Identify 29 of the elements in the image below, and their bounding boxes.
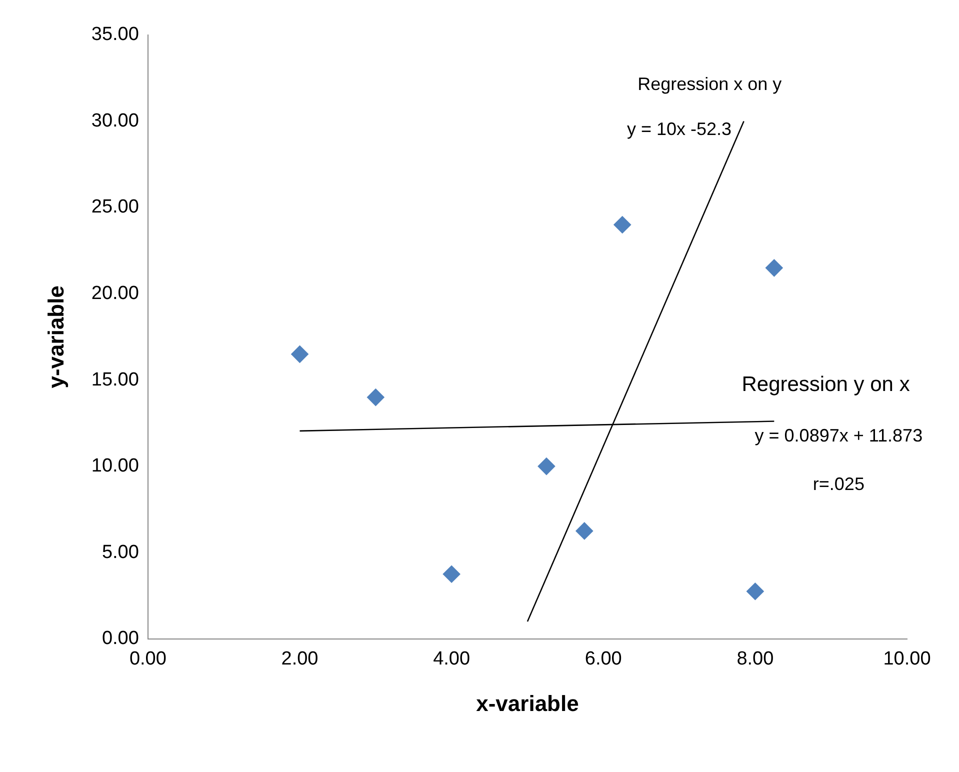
annotation: Regression y on x: [742, 373, 910, 396]
annotation: r=.025: [812, 474, 864, 494]
y-tick-label: 10.00: [91, 456, 139, 477]
point: [766, 259, 783, 277]
y-tick-label: 35.00: [91, 24, 139, 46]
y-axis-title: y-variable: [43, 286, 68, 388]
y-tick-label: 20.00: [91, 283, 139, 304]
point: [746, 582, 764, 600]
y-tick-label: 0.00: [102, 628, 139, 650]
x-tick-label: 10.00: [883, 648, 931, 670]
annotation: y = 0.0897x + 11.873: [754, 425, 923, 446]
point: [442, 565, 460, 583]
annotation: Regression x on y: [638, 74, 782, 94]
x-tick-label: 6.00: [584, 648, 622, 670]
point: [291, 346, 308, 363]
y-tick-label: 30.00: [91, 110, 139, 132]
y-tick-label: 25.00: [91, 196, 139, 218]
y-tick-label: 15.00: [91, 369, 139, 390]
x-tick-label: 2.00: [281, 648, 318, 670]
x-tick-label: 8.00: [736, 648, 774, 670]
point: [576, 522, 594, 540]
point: [367, 388, 384, 406]
point: [614, 216, 632, 234]
point: [538, 458, 556, 475]
y-tick-label: 5.00: [102, 542, 139, 563]
x-tick-label: 0.00: [129, 648, 166, 670]
x-axis-title: x-variable: [476, 690, 579, 716]
x-tick-label: 4.00: [433, 648, 470, 670]
annotation: y = 10x -52.3: [626, 118, 732, 139]
